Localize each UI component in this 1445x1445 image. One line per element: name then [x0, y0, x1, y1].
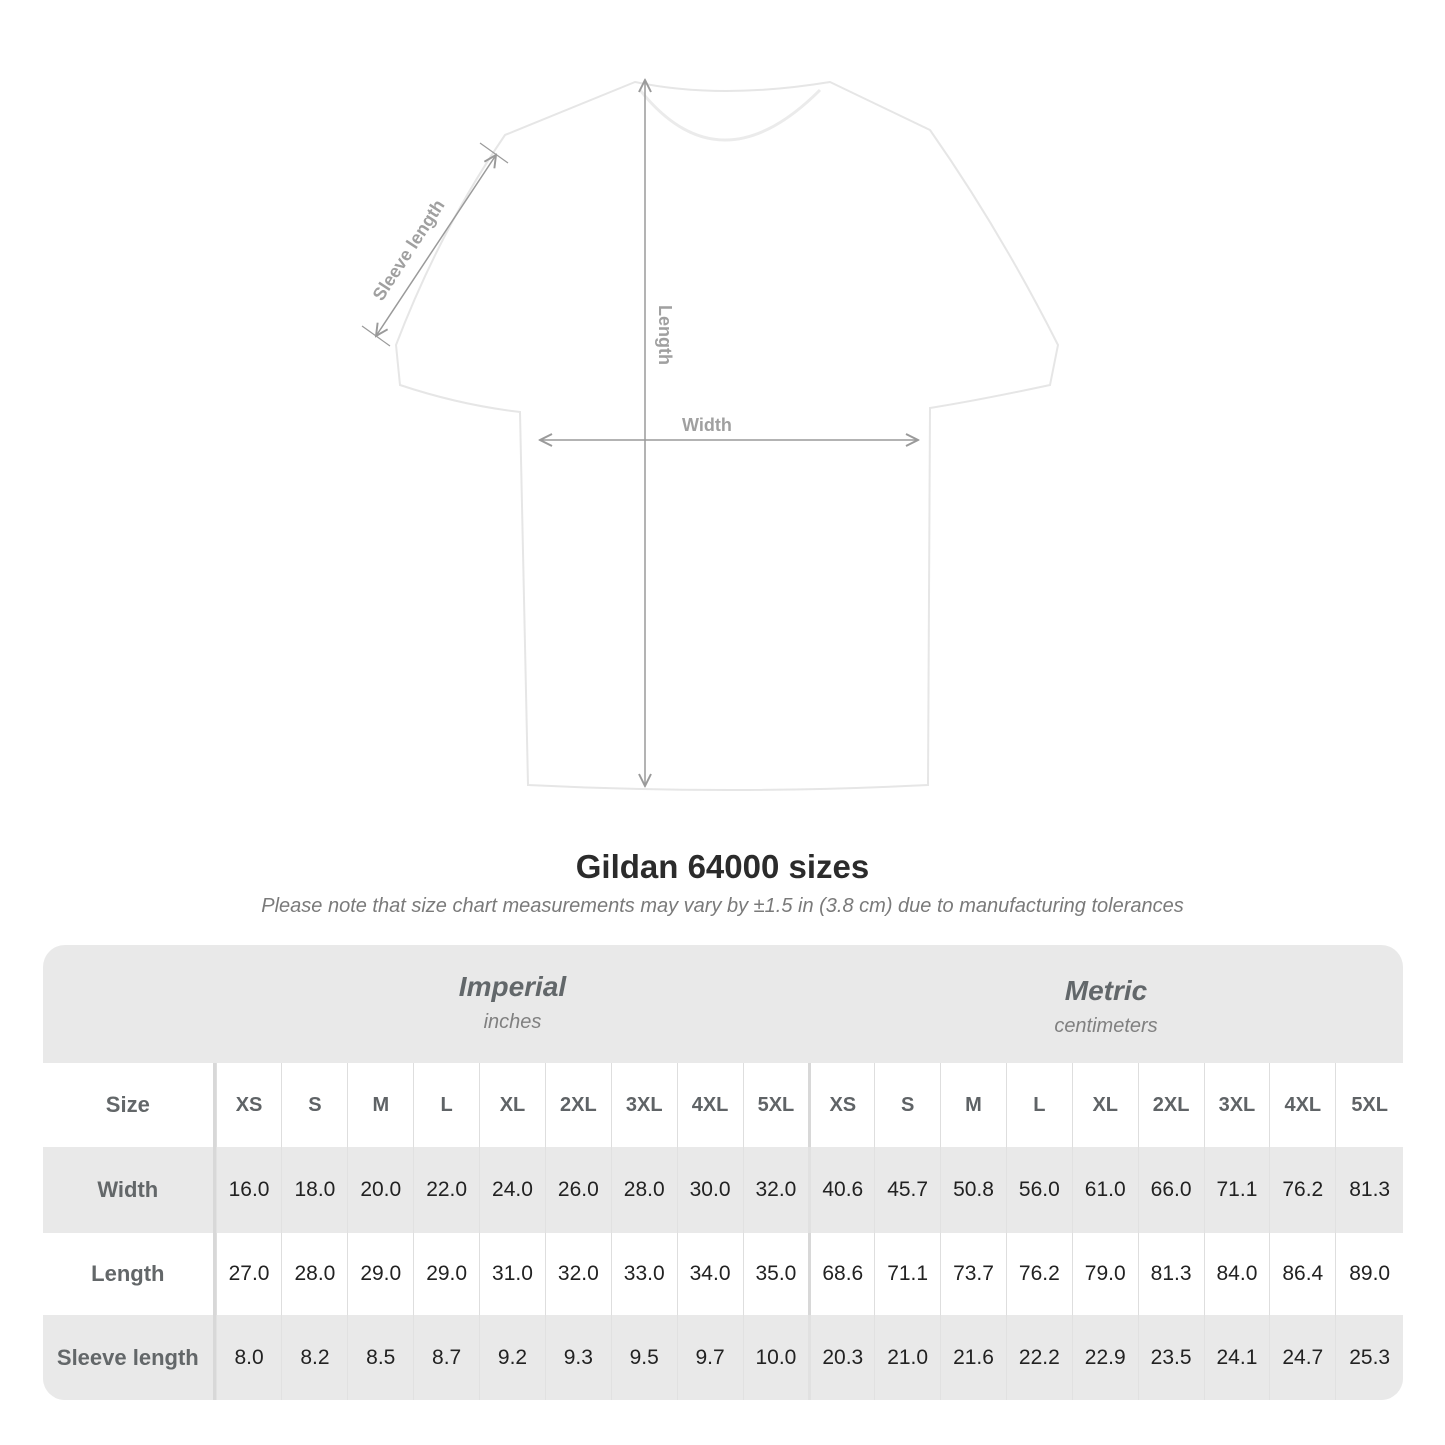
- row-label: Size: [43, 1063, 216, 1147]
- value-cell-imperial: 9.5: [610, 1315, 677, 1400]
- value-cell-metric: 89.0: [1335, 1233, 1403, 1315]
- value-cell-imperial: 27.0: [215, 1233, 282, 1315]
- value-cell-metric: 56.0: [1005, 1147, 1072, 1233]
- size-header-imperial: S: [281, 1063, 347, 1147]
- value-cell-imperial: 28.0: [281, 1233, 347, 1315]
- value-cell-metric: 76.2: [1005, 1233, 1072, 1315]
- value-cell-imperial: 29.0: [413, 1233, 479, 1315]
- size-header-metric: XL: [1071, 1063, 1138, 1147]
- value-cell-imperial: 20.0: [347, 1147, 413, 1233]
- value-cell-metric: 76.2: [1269, 1147, 1335, 1233]
- value-cell-imperial: 22.0: [413, 1147, 479, 1233]
- value-cell-imperial: 33.0: [610, 1233, 677, 1315]
- value-cell-metric: 81.3: [1335, 1147, 1403, 1233]
- value-cell-metric: 50.8: [940, 1147, 1006, 1233]
- size-header-imperial: 4XL: [676, 1063, 743, 1147]
- value-cell-metric: 21.6: [940, 1315, 1006, 1400]
- metric-header: Metric centimeters: [809, 945, 1403, 1063]
- metric-unit: centimeters: [1054, 1015, 1158, 1037]
- value-cell-imperial: 31.0: [479, 1233, 545, 1315]
- value-cell-imperial: 8.2: [281, 1315, 347, 1400]
- value-cell-metric: 84.0: [1203, 1233, 1270, 1315]
- value-cell-metric: 71.1: [874, 1233, 940, 1315]
- imperial-header: Imperial inches: [216, 945, 809, 1063]
- value-cell-metric: 61.0: [1071, 1147, 1138, 1233]
- value-cell-metric: 45.7: [874, 1147, 940, 1233]
- value-cell-metric: 40.6: [808, 1147, 874, 1233]
- size-header-imperial: 5XL: [742, 1063, 809, 1147]
- length-label: Length: [655, 305, 675, 365]
- value-cell-imperial: 28.0: [610, 1147, 677, 1233]
- tolerance-note: Please note that size chart measurements…: [261, 895, 1184, 917]
- value-cell-metric: 22.9: [1071, 1315, 1138, 1400]
- value-cell-metric: 21.0: [874, 1315, 940, 1400]
- size-header-metric: 4XL: [1269, 1063, 1335, 1147]
- value-cell-metric: 24.1: [1203, 1315, 1270, 1400]
- size-header-imperial: XL: [479, 1063, 545, 1147]
- table-row: Sleeve length 8.0 8.2 8.5 8.7 9.2 9.3 9.5 9.7 10.…: [43, 1315, 1403, 1400]
- value-cell-metric: 66.0: [1137, 1147, 1204, 1233]
- sleeve-length-arrow: [376, 155, 496, 336]
- row-label: Width: [43, 1147, 216, 1233]
- tshirt-diagram: Sleeve length Length Width: [361, 0, 1060, 791]
- value-cell-metric: 73.7: [940, 1233, 1006, 1315]
- page-title: Gildan 64000 sizes: [575, 848, 870, 885]
- value-cell-imperial: 35.0: [742, 1233, 809, 1315]
- value-cell-imperial: 18.0: [281, 1147, 347, 1233]
- value-cell-imperial: 8.5: [347, 1315, 413, 1400]
- size-header-imperial: XS: [215, 1063, 282, 1147]
- size-header-metric: 3XL: [1203, 1063, 1270, 1147]
- size-header-imperial: 3XL: [610, 1063, 677, 1147]
- size-header-metric: 2XL: [1137, 1063, 1204, 1147]
- imperial-title: Imperial: [458, 971, 567, 1002]
- value-cell-metric: 24.7: [1269, 1315, 1335, 1400]
- width-label: Width: [682, 415, 732, 435]
- table-row: Width 16.0 18.0 20.0 22.0 24.0 26.0 28.0 30.0 32.…: [43, 1147, 1403, 1233]
- value-cell-imperial: 9.7: [676, 1315, 743, 1400]
- size-header-imperial: 2XL: [544, 1063, 611, 1147]
- tshirt-shape: [394, 80, 1060, 791]
- value-cell-imperial: 32.0: [742, 1147, 809, 1233]
- collar: [638, 88, 822, 142]
- value-cell-imperial: 29.0: [347, 1233, 413, 1315]
- value-cell-metric: 81.3: [1137, 1233, 1204, 1315]
- size-header-metric: L: [1005, 1063, 1072, 1147]
- value-cell-imperial: 24.0: [479, 1147, 545, 1233]
- value-cell-imperial: 32.0: [544, 1233, 611, 1315]
- value-cell-metric: 23.5: [1137, 1315, 1204, 1400]
- value-cell-imperial: 30.0: [676, 1147, 743, 1233]
- size-header-metric: S: [874, 1063, 940, 1147]
- table-row: Length 27.0 28.0 29.0 29.0 31.0 32.0 33.0 34.0 35…: [43, 1233, 1403, 1315]
- value-cell-metric: 86.4: [1269, 1233, 1335, 1315]
- value-cell-metric: 22.2: [1005, 1315, 1072, 1400]
- value-cell-imperial: 9.2: [479, 1315, 545, 1400]
- value-cell-metric: 79.0: [1071, 1233, 1138, 1315]
- row-label: Length: [43, 1233, 216, 1315]
- imperial-unit: inches: [483, 1011, 542, 1033]
- value-cell-metric: 25.3: [1335, 1315, 1403, 1400]
- value-cell-metric: 71.1: [1203, 1147, 1270, 1233]
- value-cell-imperial: 9.3: [544, 1315, 611, 1400]
- size-header-metric: M: [940, 1063, 1006, 1147]
- value-cell-metric: 20.3: [808, 1315, 874, 1400]
- value-cell-imperial: 8.7: [413, 1315, 479, 1400]
- size-header-imperial: M: [347, 1063, 413, 1147]
- size-header-metric: 5XL: [1335, 1063, 1403, 1147]
- size-table: Imperial inches Metric centimeters Size X…: [43, 945, 1403, 1400]
- size-header-imperial: L: [413, 1063, 479, 1147]
- value-cell-imperial: 34.0: [676, 1233, 743, 1315]
- value-cell-imperial: 26.0: [544, 1147, 611, 1233]
- value-cell-imperial: 8.0: [215, 1315, 282, 1400]
- size-header-row: Size XS S M L XL 2XL 3XL 4XL 5XL XS S M L XL 2XL 3XL 4XL 5…: [43, 1063, 1403, 1147]
- size-header-metric: XS: [808, 1063, 874, 1147]
- row-label: Sleeve length: [43, 1315, 216, 1400]
- value-cell-imperial: 10.0: [742, 1315, 809, 1400]
- metric-title: Metric: [1064, 975, 1148, 1006]
- value-cell-imperial: 16.0: [215, 1147, 282, 1233]
- value-cell-metric: 68.6: [808, 1233, 874, 1315]
